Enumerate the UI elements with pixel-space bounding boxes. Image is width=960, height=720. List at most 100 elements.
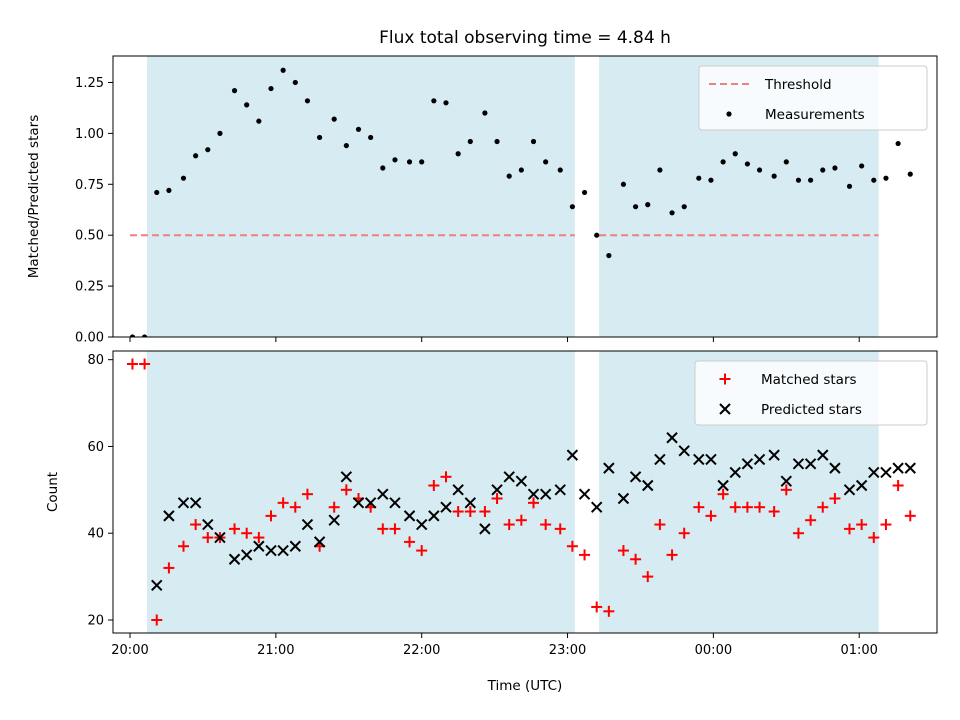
x-tick-label: 00:00 [695, 643, 732, 658]
y-tick-label: 40 [87, 527, 104, 542]
predicted-stars-point [578, 488, 591, 500]
cross-b [428, 510, 440, 522]
measurements-point [518, 167, 524, 173]
matched-stars-point [340, 484, 352, 496]
flux-ratio-panel: 0.00 0.25 0.50 0.75 1.00 1.25 Threshold Measure… [26, 28, 938, 346]
measurements-point [129, 334, 136, 337]
star-count-panel: 20 40 60 80 20:00 21:00 22:00 23:00 00:00 01:00 Ma… [45, 350, 938, 694]
x-tick-label: 22:00 [403, 643, 440, 658]
matched-stars-point [817, 501, 829, 513]
predicted-stars-point [301, 518, 314, 531]
predicted-stars-point [389, 497, 401, 509]
chart-title: Flux total observing time = 4.84 h [379, 28, 671, 48]
y-tick-label: 1.00 [75, 127, 104, 142]
measurements-point [696, 175, 702, 181]
cross-b [415, 518, 428, 531]
matched-stars-point [301, 488, 313, 500]
matched-stars-point [389, 523, 401, 535]
measurements-point [419, 159, 425, 165]
measurements-point [494, 138, 500, 145]
y-axis-label-ratio: Matched/Predicted stars [26, 115, 42, 278]
x-tick-label: 01:00 [840, 643, 877, 658]
measurements-point [180, 175, 187, 181]
matched-stars-point [880, 519, 892, 531]
matched-stars-point [780, 484, 792, 496]
legend-label-measurements: Measurements [765, 107, 865, 123]
matched-stars-point [603, 605, 615, 617]
legend: Threshold Measurements [698, 65, 928, 131]
matched-stars-point [503, 519, 515, 531]
predicted-stars-point [340, 471, 353, 483]
predicted-stars-point [741, 458, 754, 470]
measurements-point [895, 140, 901, 147]
matched-stars-point [792, 527, 804, 539]
predicted-stars-point [617, 492, 630, 505]
predicted-stars-point [214, 531, 226, 544]
matched-stars-point [479, 506, 491, 518]
predicted-stars-point [539, 488, 552, 500]
measurements-point [406, 159, 413, 165]
measurements-point [557, 167, 563, 173]
x-tick-label: 23:00 [549, 643, 586, 658]
measurements-point [732, 151, 738, 157]
cross-b [617, 492, 630, 505]
matched-stars-point [579, 549, 591, 561]
cross-b [654, 453, 666, 466]
cross-b [479, 523, 491, 535]
cross-b [289, 540, 302, 552]
predicted-stars-point [428, 510, 440, 522]
x-axis-label: Time (UTC) [487, 678, 563, 694]
y-tick-label: 0.75 [75, 178, 104, 193]
predicted-stars-point [843, 484, 856, 496]
matched-stars-point [768, 506, 780, 518]
axes-frame [112, 55, 938, 338]
measurements-point [620, 181, 627, 187]
predicted-stars-point [228, 553, 241, 565]
measurements-point [380, 165, 386, 171]
cross-b [177, 497, 190, 509]
legend-label-predicted-stars: Predicted stars [761, 402, 862, 418]
matched-stars-point [540, 519, 552, 531]
cross-b [590, 501, 603, 513]
measurements-point [645, 202, 651, 208]
cross-b [629, 471, 642, 483]
predicted-stars-point [566, 449, 579, 461]
measurements-point [795, 177, 802, 183]
matched-stars-point [843, 523, 855, 535]
cross-b [214, 531, 226, 544]
predicted-stars-point [464, 497, 477, 509]
cross-b [163, 510, 175, 522]
matched-stars-point [416, 545, 428, 557]
y-tick-label: 0.00 [75, 331, 104, 346]
y-tick-label: 80 [87, 353, 104, 368]
axes-frame [112, 350, 938, 634]
predicted-stars-point [452, 484, 464, 496]
predicted-stars-point [904, 462, 916, 474]
matched-stars-point [666, 549, 678, 561]
cross-b [491, 484, 503, 496]
matched-stars-point [177, 540, 189, 552]
matched-stars-point [892, 479, 904, 491]
predicted-stars-point [491, 484, 503, 496]
predicted-stars-point [328, 514, 340, 526]
predicted-stars-point [768, 449, 780, 461]
measurements-point [268, 85, 274, 92]
predicted-stars-point [804, 458, 817, 470]
matched-stars-point [428, 479, 440, 491]
predicted-stars-point [780, 475, 793, 487]
cross-b [265, 544, 277, 557]
cross-b [768, 449, 780, 461]
measurements-point [581, 189, 588, 196]
legend-label-threshold: Threshold [764, 77, 832, 93]
legend-box [698, 65, 928, 131]
measurements-point [244, 102, 250, 108]
predicted-stars-point [717, 479, 729, 492]
predicted-stars-point [151, 579, 163, 591]
matched-stars-point [528, 497, 540, 509]
legend-label-matched-stars: Matched stars [761, 372, 857, 388]
matched-stars-point [630, 553, 642, 565]
matched-stars-point [404, 536, 416, 548]
predicted-stars-point [265, 544, 277, 557]
cross-b [313, 536, 326, 548]
plot-area [126, 351, 916, 633]
